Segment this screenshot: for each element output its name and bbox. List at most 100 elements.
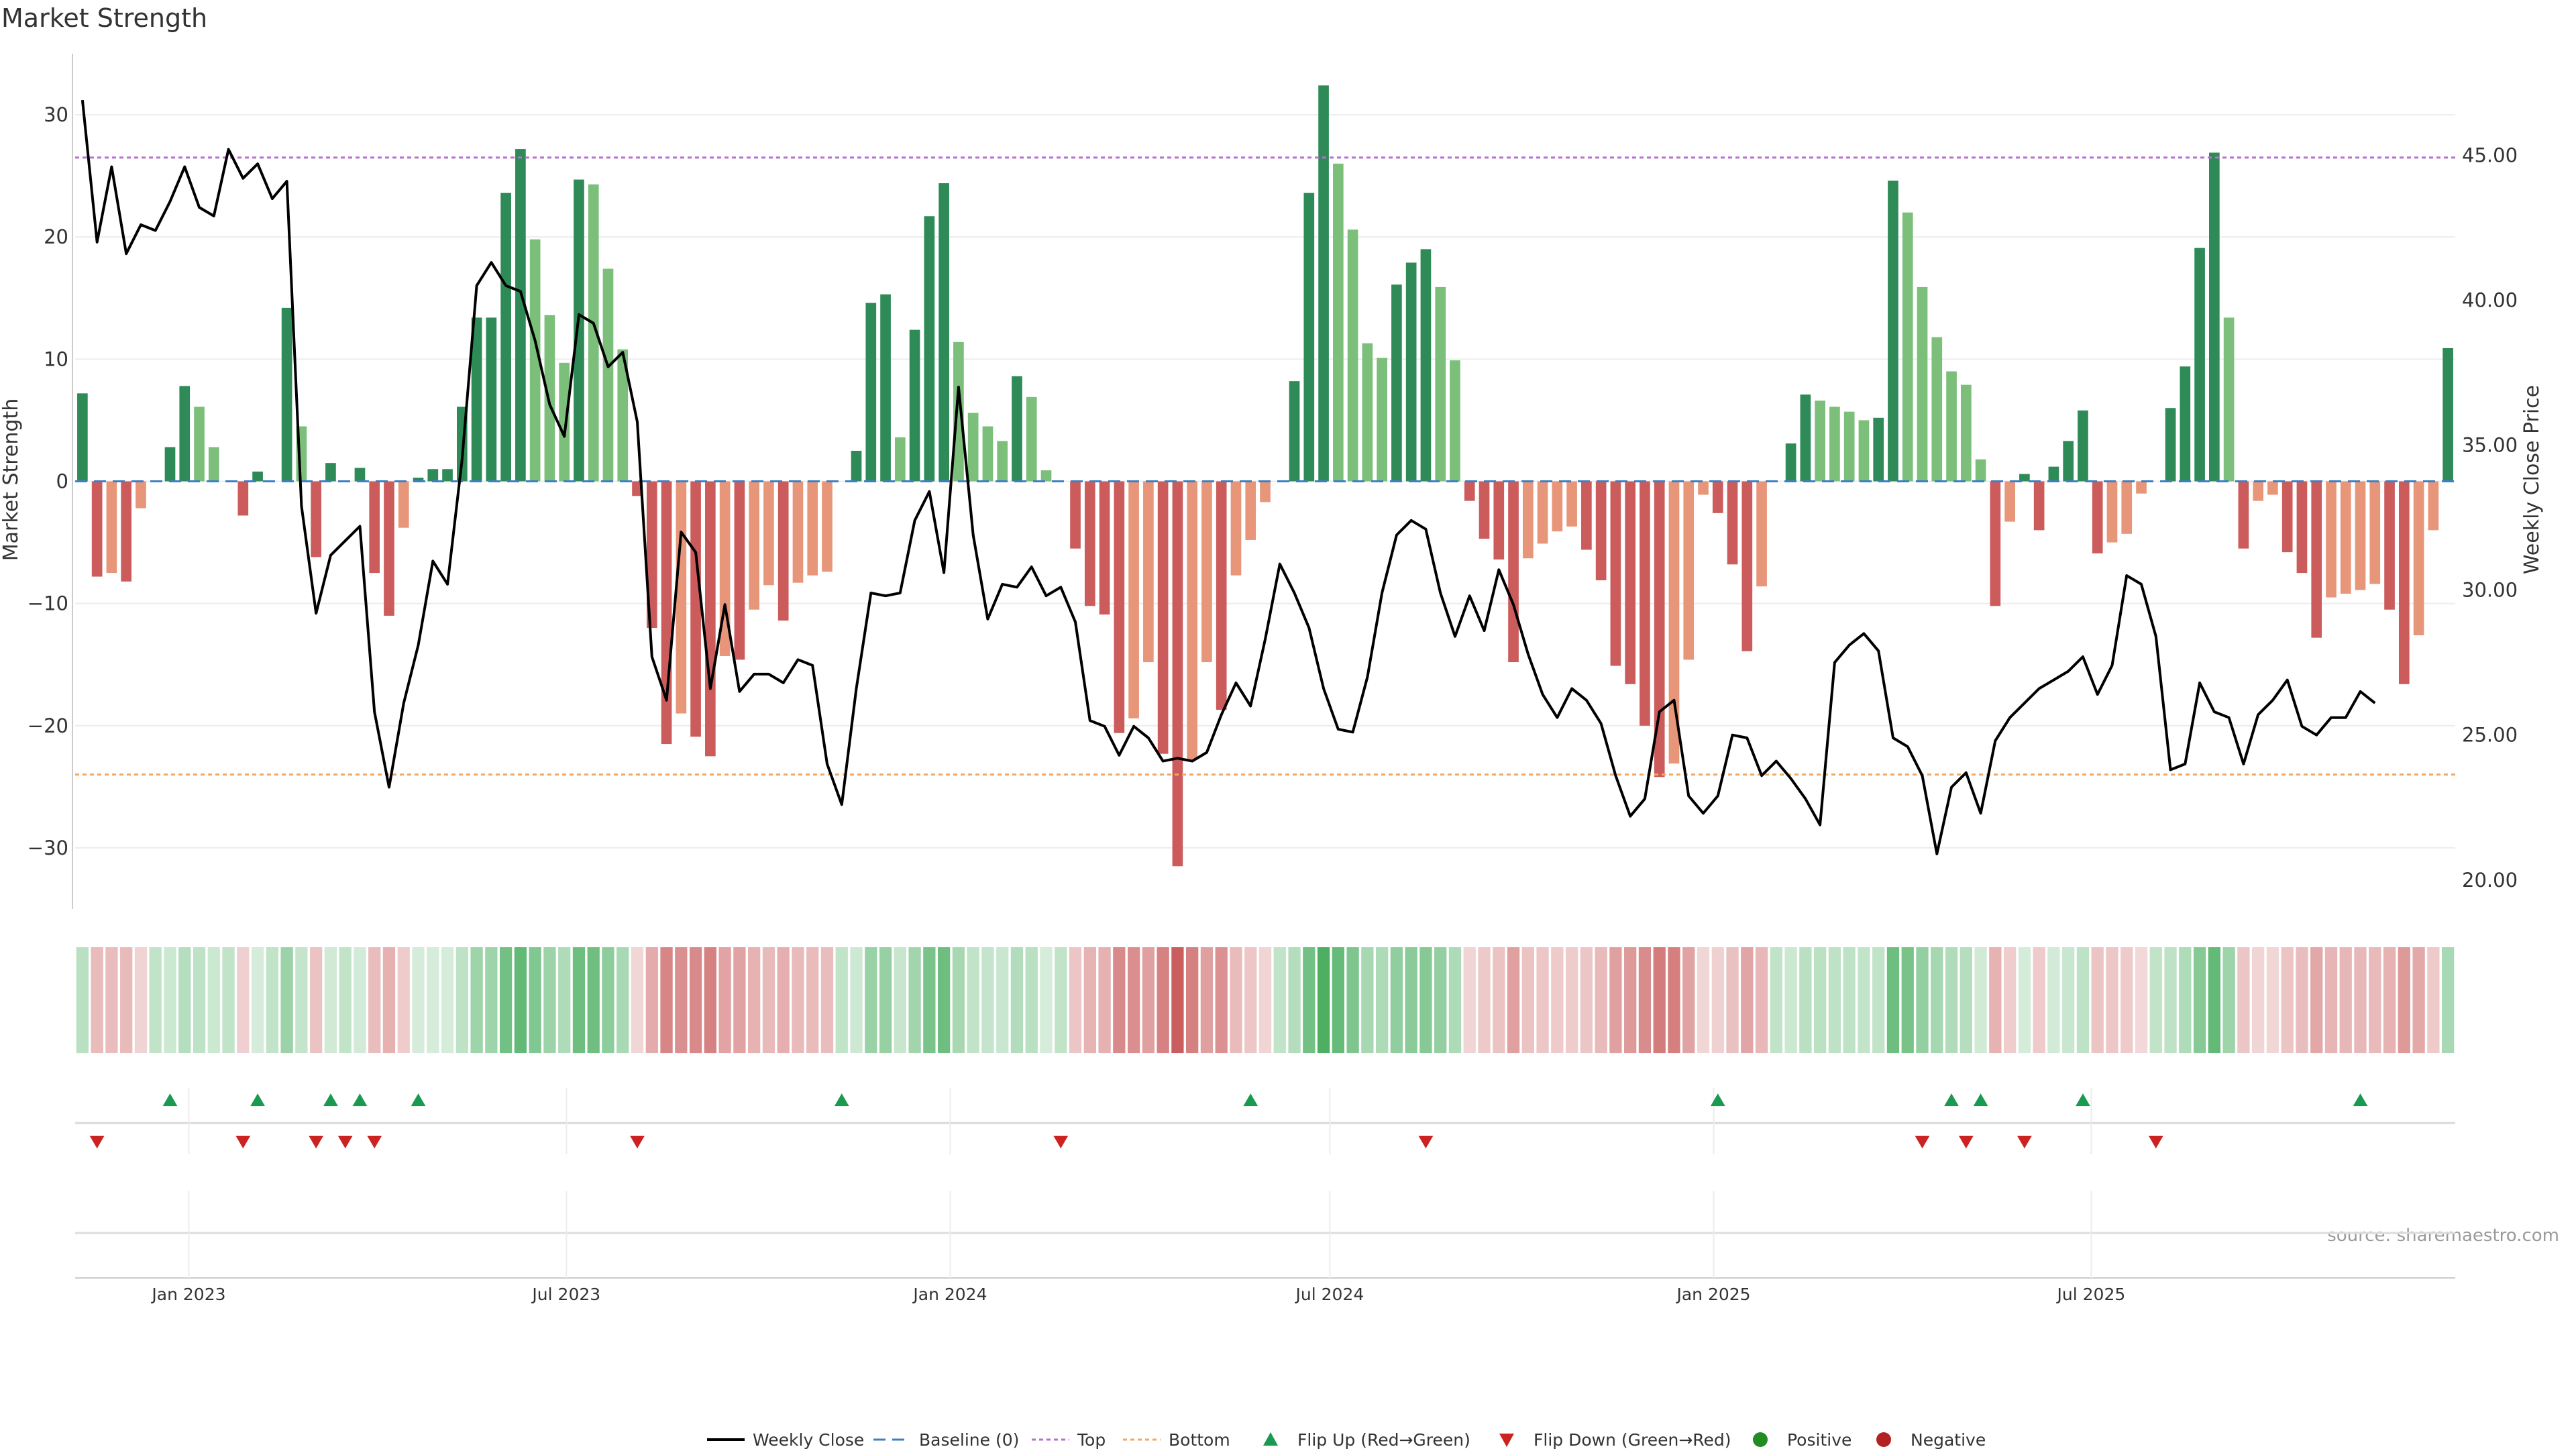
legend-swatch-flip-up	[1263, 1432, 1278, 1446]
strength-bar	[1668, 481, 1680, 764]
strength-bar	[1318, 85, 1329, 482]
heat-cell	[792, 947, 804, 1053]
strength-bar	[2253, 481, 2263, 501]
heat-cell	[1478, 947, 1491, 1053]
heat-cell	[923, 947, 936, 1053]
y2-axis-title: Weekly Close Price	[2520, 385, 2544, 574]
strength-bar	[997, 441, 1008, 482]
strength-bar	[2238, 481, 2249, 549]
heat-cell	[660, 947, 673, 1053]
strength-bar	[1873, 417, 1884, 482]
heat-cell	[2018, 947, 2031, 1053]
strength-bar	[574, 179, 584, 482]
heat-cell	[1770, 947, 1782, 1053]
strength-bar	[354, 468, 366, 482]
heat-cell	[1171, 947, 1184, 1053]
heat-cell	[76, 947, 89, 1053]
flip-down-marker	[89, 1136, 105, 1148]
heat-cell	[1083, 947, 1096, 1053]
strength-bar	[1377, 358, 1387, 482]
strength-bar	[909, 329, 920, 482]
heat-cell	[178, 947, 191, 1053]
heat-cell	[2164, 947, 2177, 1053]
strength-bar	[2136, 481, 2147, 494]
strength-bar	[1931, 337, 1943, 482]
strength-bar	[2209, 152, 2220, 482]
flip-up-marker	[2353, 1093, 2368, 1106]
heat-cell	[1565, 947, 1578, 1053]
strength-bar	[1843, 411, 1855, 482]
heat-cell	[1448, 947, 1462, 1053]
heat-cell	[120, 947, 133, 1053]
strength-bar	[2311, 481, 2322, 638]
strength-bar	[1508, 481, 1519, 663]
flip-down-marker	[337, 1136, 353, 1148]
flip-up-marker	[162, 1093, 178, 1106]
strength-bar	[1785, 443, 1796, 482]
strength-bar	[471, 317, 482, 482]
heat-cell	[1157, 947, 1169, 1053]
heat-cell	[879, 947, 892, 1053]
heat-cell	[806, 947, 819, 1053]
heat-cell	[105, 947, 118, 1053]
strength-bar	[121, 481, 132, 582]
flip-up-marker	[411, 1093, 426, 1106]
heat-cell	[704, 947, 717, 1053]
heat-cell	[470, 947, 483, 1053]
strength-bar	[1493, 481, 1505, 560]
heat-cell	[324, 947, 337, 1053]
heat-cell	[2427, 947, 2440, 1053]
heat-cell	[850, 947, 863, 1053]
strength-bar	[705, 481, 716, 757]
flip-down-marker	[1053, 1136, 1069, 1148]
flip-down-marker	[1915, 1136, 1930, 1148]
x-tick-label: Jan 2024	[912, 1285, 987, 1304]
strength-bar	[2340, 481, 2351, 594]
strength-bar	[2413, 481, 2424, 635]
heat-cell	[2252, 947, 2265, 1053]
flip-down-marker	[309, 1136, 324, 1148]
heat-cell	[2324, 947, 2338, 1053]
heat-cell	[1521, 947, 1534, 1053]
strength-bar	[1698, 481, 1709, 495]
heat-cell	[2266, 947, 2279, 1053]
heat-cell	[1668, 947, 1680, 1053]
heat-cell	[1843, 947, 1856, 1053]
strength-bar	[106, 481, 117, 574]
strength-bar	[1289, 381, 1300, 482]
heat-cell	[1288, 947, 1301, 1053]
heat-cell	[514, 947, 527, 1053]
heat-cell	[952, 947, 965, 1053]
heat-cell	[91, 947, 103, 1053]
heat-cell	[820, 947, 834, 1053]
y-tick-label: −20	[28, 714, 68, 737]
x-tick-label: Jan 2023	[150, 1285, 225, 1304]
strength-bar	[2326, 481, 2337, 598]
heat-cell	[645, 947, 658, 1053]
x-tick-label: Jul 2023	[531, 1285, 600, 1304]
heat-cell	[675, 947, 688, 1053]
strength-bar	[2033, 481, 2045, 531]
y-axis-title: Market Strength	[0, 398, 23, 561]
heat-cell	[1799, 947, 1812, 1053]
heat-cell	[1697, 947, 1710, 1053]
heat-cell	[908, 947, 921, 1053]
heat-cell	[2339, 947, 2352, 1053]
heat-cell	[339, 947, 352, 1053]
strength-bar	[1815, 400, 1825, 482]
strength-bar	[1040, 470, 1052, 482]
strength-bar	[2296, 481, 2308, 574]
y-tick-label: −10	[28, 592, 68, 615]
strength-bar	[894, 437, 906, 482]
strength-bar	[1216, 481, 1227, 710]
chart-title: Market Strength	[1, 3, 207, 33]
heat-cell	[733, 947, 746, 1053]
strength-bar	[1245, 481, 1256, 540]
strength-bar	[1654, 481, 1665, 777]
heat-cell	[529, 947, 541, 1053]
strength-bar	[2121, 481, 2133, 534]
strength-bar	[384, 481, 394, 616]
heat-cell	[2398, 947, 2410, 1053]
heat-cell	[587, 947, 600, 1053]
